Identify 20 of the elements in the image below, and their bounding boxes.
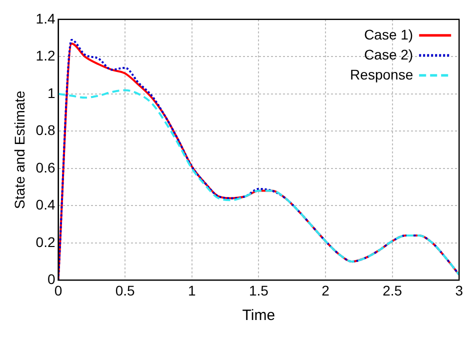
y-tick-label: 1.2 — [36, 48, 56, 64]
line-series — [58, 89, 460, 276]
x-tick-label: 2 — [322, 282, 330, 298]
y-tick-label: 0.4 — [36, 196, 56, 213]
legend-label: Response — [350, 66, 414, 82]
x-tick-label: 2.5 — [382, 282, 402, 298]
legend-label: Case 1) — [364, 26, 414, 42]
x-tick-label: 1.5 — [248, 282, 269, 298]
y-tick-label: 0.6 — [36, 159, 56, 176]
x-axis-title: Time — [242, 307, 276, 324]
legend-label: Case 2) — [364, 46, 414, 62]
y-tick-label: 0.2 — [36, 234, 56, 250]
x-tick-label: 0.5 — [115, 282, 136, 298]
y-tick-label: 1.4 — [36, 10, 56, 26]
y-tick-label: 0.8 — [36, 122, 56, 138]
y-axis-title: State and Estimate — [11, 90, 28, 209]
y-tick-label: 0 — [47, 271, 56, 288]
y-tick-label: 1 — [47, 84, 56, 101]
x-tick-label: 1 — [188, 282, 196, 298]
x-tick-label: 3 — [455, 282, 464, 298]
